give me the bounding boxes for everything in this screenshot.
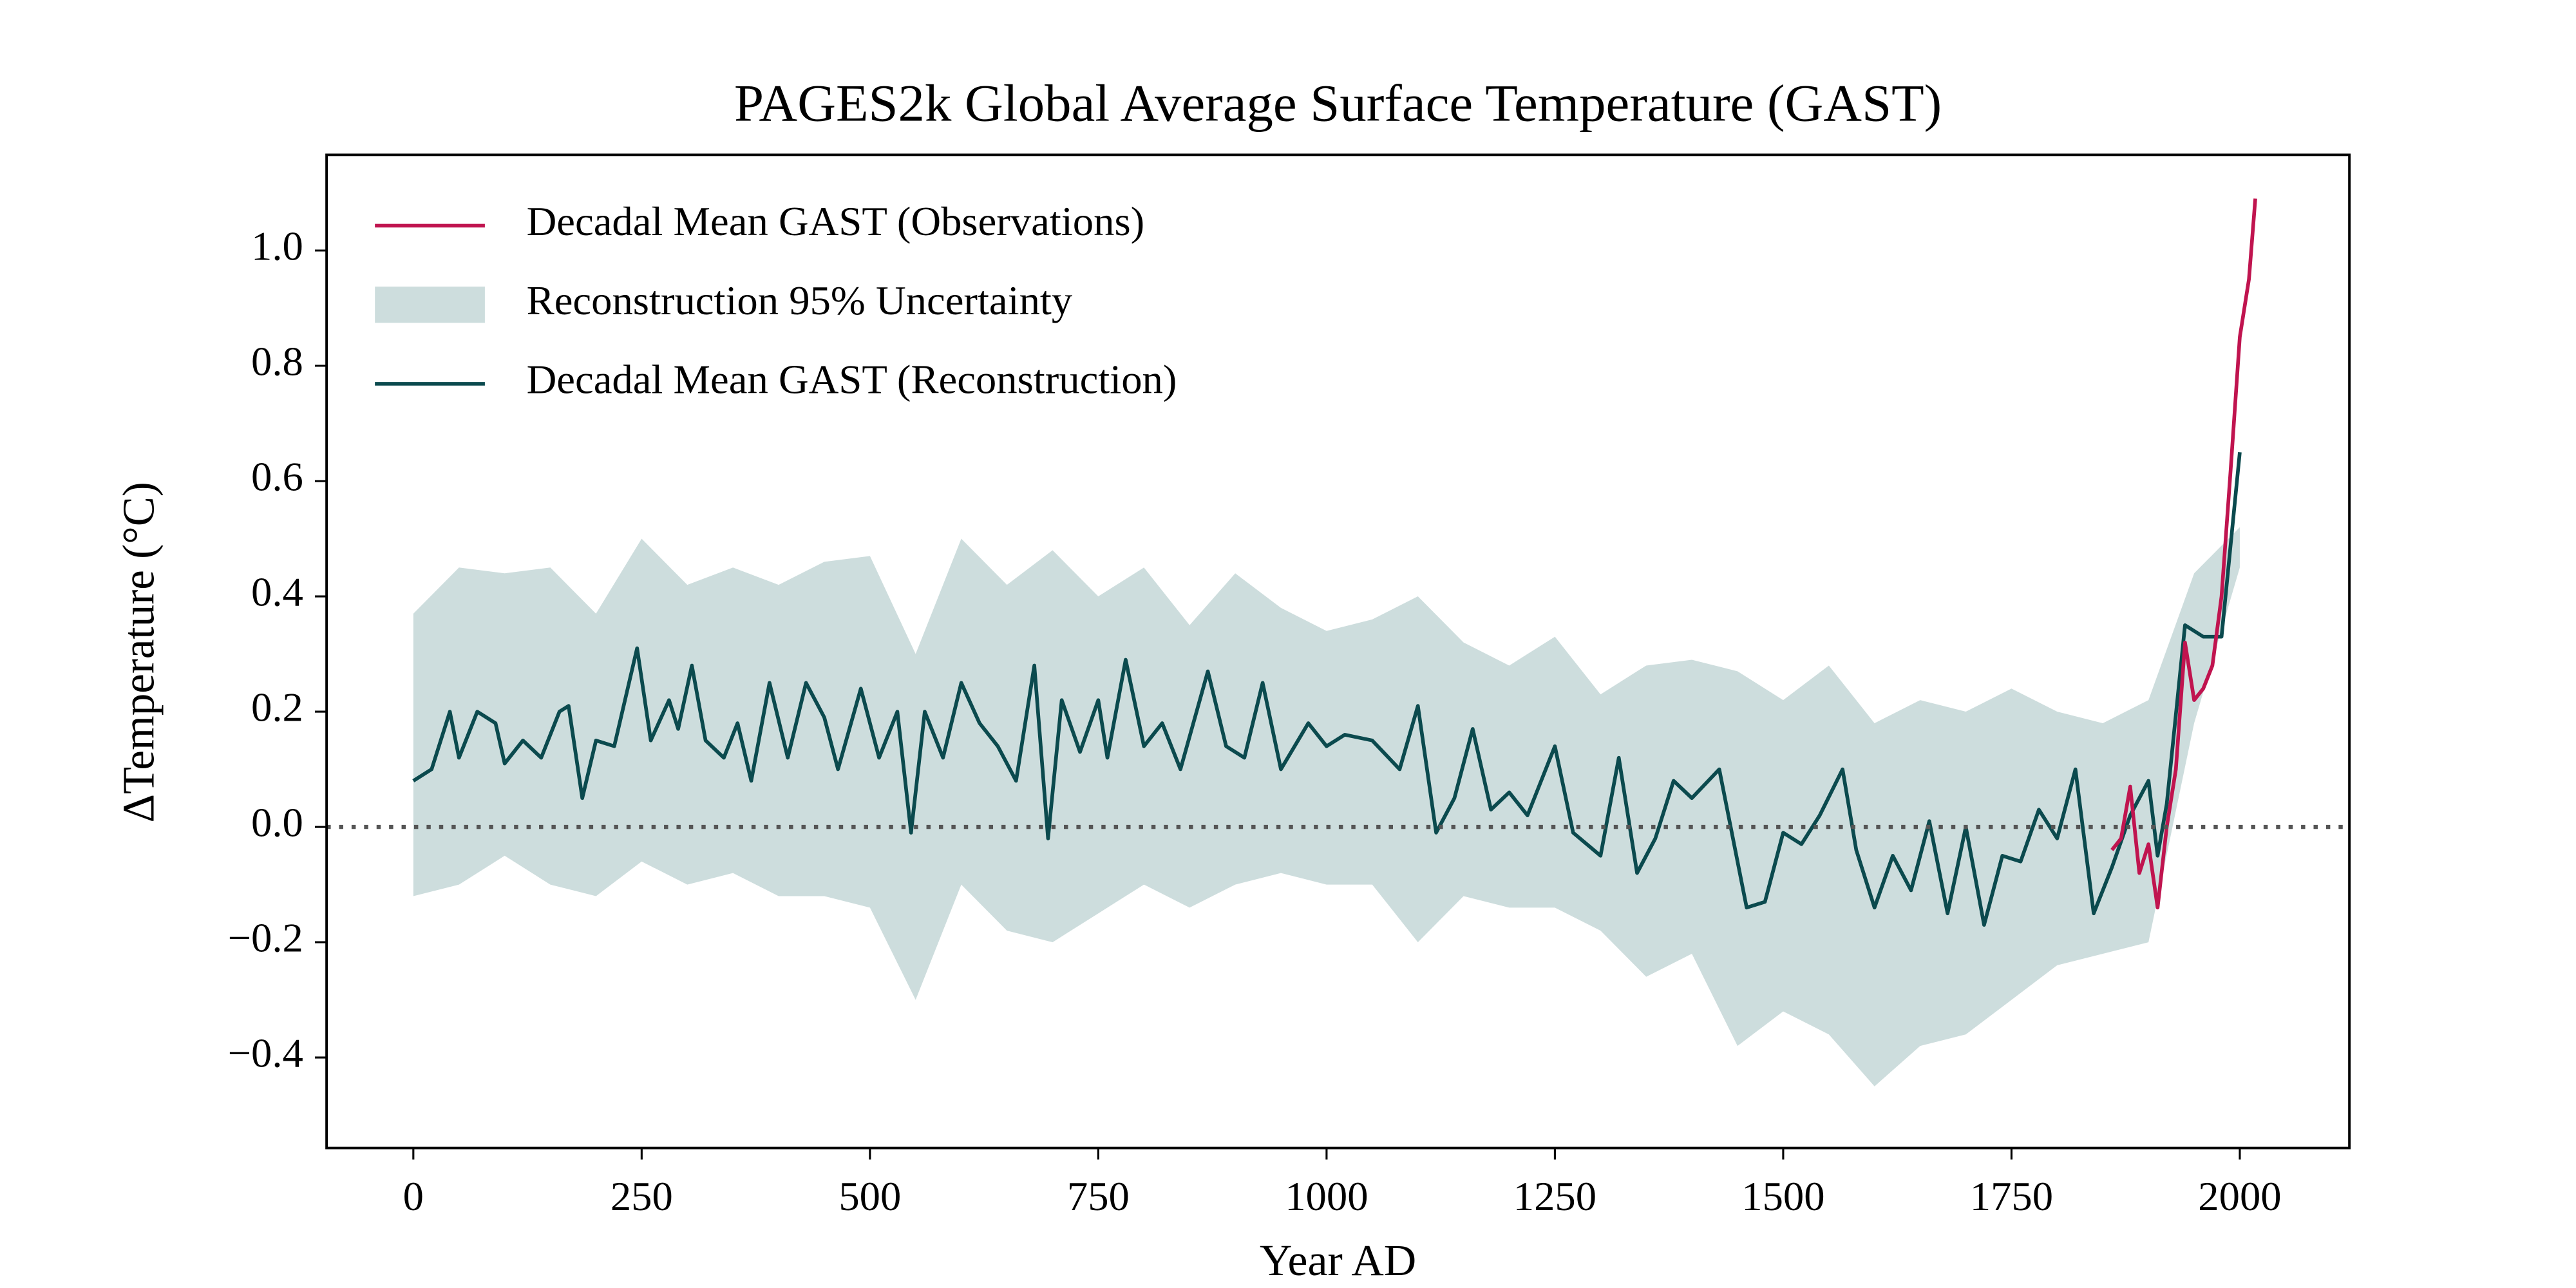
y-axis-label: ΔTemperature (°C) [114, 482, 164, 822]
y-tick-label: 0.6 [251, 454, 303, 500]
uncertainty-band [413, 527, 2240, 1086]
legend-swatch [375, 287, 485, 323]
x-tick-label: 1250 [1513, 1173, 1596, 1219]
y-tick-label: 0.2 [251, 685, 303, 730]
x-tick-label: 250 [611, 1173, 673, 1219]
x-tick-label: 500 [838, 1173, 901, 1219]
plot-area: 0 250 500 750 1000 1250 1500 1750 2000 −0.4 −0.2 0.… [228, 153, 2351, 1219]
y-tick-label: −0.4 [228, 1030, 303, 1076]
x-tick-label: 1000 [1285, 1173, 1368, 1219]
y-tick-label: −0.2 [228, 915, 303, 961]
chart-title: PAGES2k Global Average Surface Temperatu… [734, 74, 1942, 132]
series-line [412, 451, 2242, 927]
x-tick-label: 1750 [1970, 1173, 2053, 1219]
legend-label: Decadal Mean GAST (Reconstruction) [527, 357, 1177, 402]
x-tick-label: 1500 [1741, 1173, 1824, 1219]
x-axis-label: Year AD [1260, 1236, 1416, 1285]
y-tick-label: 1.0 [251, 223, 303, 269]
x-tick-label: 750 [1067, 1173, 1130, 1219]
legend-label: Decadal Mean GAST (Observations) [527, 198, 1145, 244]
x-tick-label: 0 [403, 1173, 424, 1219]
plot-frame [325, 153, 2351, 1150]
y-tick-label: 0.8 [251, 339, 303, 384]
y-tick-label: 0.4 [251, 569, 303, 615]
y-tick-label: 0.0 [251, 800, 303, 846]
series-line [2110, 198, 2257, 910]
x-tick-label: 2000 [2198, 1173, 2281, 1219]
legend-label: Reconstruction 95% Uncertainty [527, 278, 1073, 323]
